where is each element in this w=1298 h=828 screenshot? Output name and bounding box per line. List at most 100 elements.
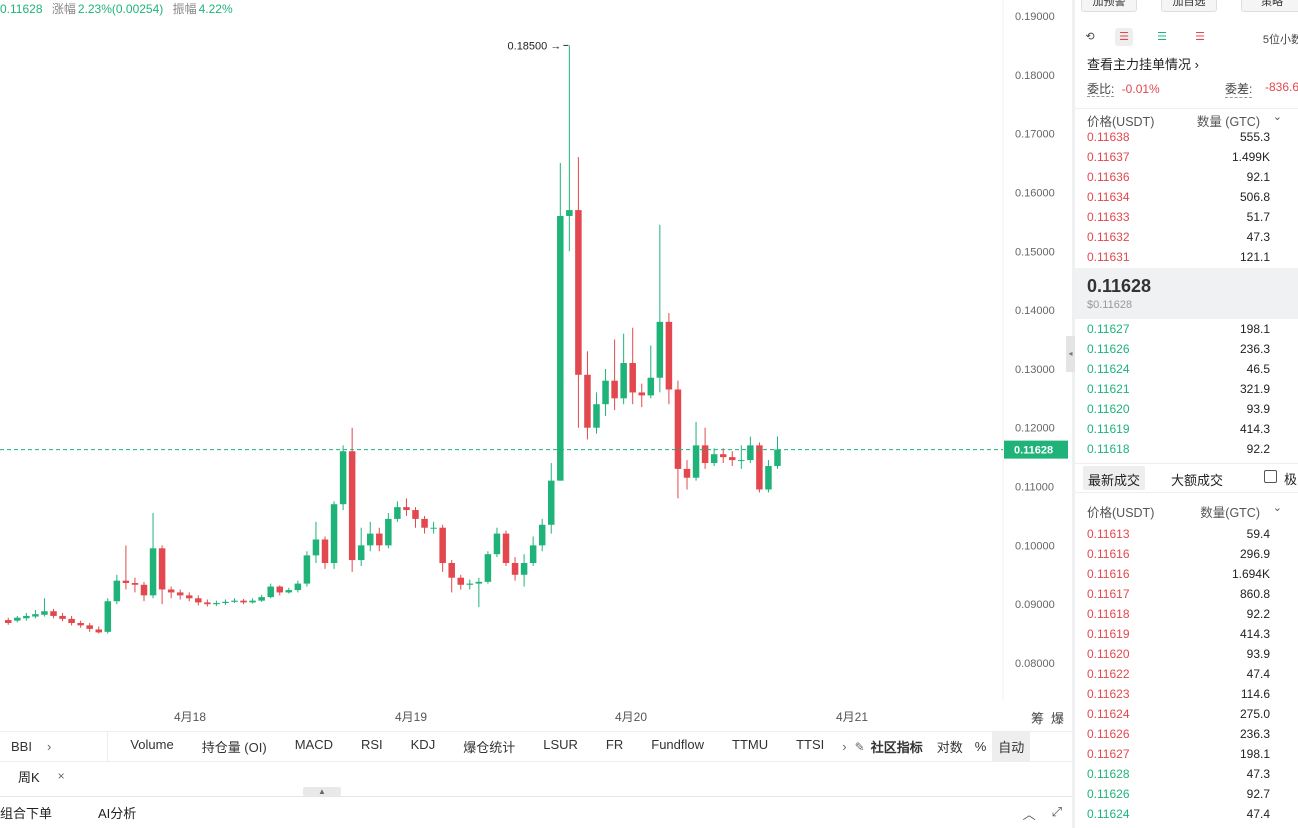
log-scale-toggle[interactable]: 对数	[936, 740, 963, 755]
collapse-up-icon[interactable]: ▲	[303, 787, 341, 796]
row-quantity: 1.499K	[1231, 150, 1270, 164]
orderbook-row[interactable]: 0.11616 1.694K	[1075, 564, 1298, 584]
orderbook-row[interactable]: 0.11623 114.6	[1075, 684, 1298, 704]
add-watchlist-button[interactable]: 加自选	[1161, 0, 1217, 12]
orderbook-row[interactable]: 0.11613 59.4	[1075, 524, 1298, 544]
auto-scale-toggle[interactable]: 自动	[992, 731, 1031, 762]
latest-trades-tab[interactable]: 最新成交	[1083, 466, 1146, 490]
candle-body	[376, 533, 383, 546]
collapse-left-icon[interactable]: ◂	[1066, 336, 1075, 372]
chevron-up-icon[interactable]: ︿	[1022, 807, 1036, 822]
row-quantity: 198.1	[1239, 747, 1270, 761]
main-force-orders-link[interactable]: 查看主力挂单情况 ›	[1087, 57, 1199, 72]
ai-analysis-tab[interactable]: AI分析	[98, 806, 137, 821]
row-quantity: 46.5	[1246, 362, 1270, 376]
kline-chart-area[interactable]: 0.11628 涨幅 2.23%(0.00254) 振幅 4.22% 0.19000…	[0, 0, 1072, 730]
close-icon[interactable]: ×	[57, 769, 65, 783]
row-price: 0.11618	[1087, 442, 1130, 456]
orderbook-row[interactable]: 0.11636 92.1	[1075, 167, 1298, 187]
orderbook-row[interactable]: 0.11626 236.3	[1075, 339, 1298, 359]
orderbook-row[interactable]: 0.11631 121.1	[1075, 247, 1298, 267]
refresh-icon[interactable]: ⟲	[1085, 31, 1095, 43]
orderbook-row[interactable]: 0.11627 198.1	[1075, 319, 1298, 339]
indicator-item[interactable]: MACD	[294, 737, 333, 752]
orderbook-view-row: ⟲ ☰ ☰ ☰ 5位小数	[1075, 24, 1298, 50]
orderbook-row[interactable]: 0.11626 92.7	[1075, 784, 1298, 804]
indicator-item[interactable]: Fundflow	[651, 737, 704, 752]
indicator-item[interactable]: LSUR	[543, 737, 578, 752]
candle-body	[276, 586, 283, 593]
weekly-kline-tag[interactable]: 周K	[18, 769, 40, 785]
orderbook-row[interactable]: 0.11618 92.2	[1075, 604, 1298, 624]
candle-body	[32, 614, 39, 617]
candle-body	[593, 404, 600, 428]
orderbook-row[interactable]: 0.11617 860.8	[1075, 584, 1298, 604]
ticker-change-label: 涨幅	[51, 2, 76, 16]
strategy-button[interactable]: 策略	[1241, 0, 1298, 12]
percent-scale-toggle[interactable]: %	[974, 739, 987, 754]
orderbook-row[interactable]: 0.11620 93.9	[1075, 399, 1298, 419]
decimals-select[interactable]: 5位小数	[1262, 34, 1298, 46]
indicator-item[interactable]: TTSI	[796, 737, 825, 752]
indicator-item[interactable]: RSI	[360, 737, 383, 752]
orderbook-row[interactable]: 0.11638 555.3	[1075, 127, 1298, 147]
candlestick-chart[interactable]: 0.19000 0.18000 0.17000 0.16000 0.15000 0.140…	[0, 0, 1072, 730]
orderbook-row[interactable]: 0.11632 47.3	[1075, 227, 1298, 247]
expand-icon[interactable]: ⤢	[1051, 804, 1062, 819]
orderbook-row[interactable]: 0.11624 46.5	[1075, 359, 1298, 379]
chevron-right-icon[interactable]: ›	[842, 739, 847, 754]
ticker-amplitude-label: 振幅	[172, 2, 197, 16]
indicator-item[interactable]: TTMU	[732, 737, 769, 752]
indicator-item[interactable]: 爆仓统计	[463, 740, 516, 755]
orderbook-row[interactable]: 0.11619 414.3	[1075, 624, 1298, 644]
add-alert-button[interactable]: 加预警	[1081, 0, 1137, 12]
row-quantity: 47.3	[1246, 767, 1270, 781]
orderbook-row[interactable]: 0.11619 414.3	[1075, 419, 1298, 439]
extreme-checkbox[interactable]	[1264, 470, 1277, 483]
trades-price-header: 价格(USDT)	[1087, 506, 1155, 520]
large-trades-tab[interactable]: 大额成交	[1171, 473, 1224, 488]
orderbook-row[interactable]: 0.11621 321.9	[1075, 379, 1298, 399]
bids-view-icon[interactable]: ☰	[1157, 31, 1167, 43]
indicator-item[interactable]: KDJ	[410, 737, 436, 752]
asks-view-icon[interactable]: ☰	[1195, 31, 1205, 43]
orderbook-row[interactable]: 0.11627 198.1	[1075, 744, 1298, 764]
edit-icon[interactable]: ✎	[854, 739, 865, 754]
quantity-header[interactable]: 数量 (GTC)	[1196, 115, 1260, 129]
orderbook-row[interactable]: 0.11628 47.3	[1075, 764, 1298, 784]
chevron-down-icon[interactable]: ⌄	[1272, 502, 1282, 514]
indicator-bbi[interactable]: BBI	[11, 739, 32, 754]
orderbook-row[interactable]: 0.11624 47.4	[1075, 804, 1298, 824]
candle-body	[204, 602, 211, 605]
orderbook-row[interactable]: 0.11624 275.0	[1075, 704, 1298, 724]
x-tick-label: 4月21	[836, 710, 868, 724]
community-indicators[interactable]: 社区指标	[870, 740, 923, 755]
candle-body	[113, 580, 121, 602]
x-tick-label: 4月20	[615, 710, 647, 724]
indicator-item[interactable]: FR	[605, 737, 624, 752]
orderbook-row[interactable]: 0.11637 1.499K	[1075, 147, 1298, 167]
chevron-right-icon[interactable]: ›	[46, 739, 52, 754]
orderbook-row[interactable]: 0.11633 51.7	[1075, 207, 1298, 227]
candle-body	[683, 468, 691, 478]
indicator-item[interactable]: 持仓量 (OI)	[201, 740, 267, 755]
orderbook-row[interactable]: 0.11622 47.4	[1075, 664, 1298, 684]
orderbook-row[interactable]: 0.11618 92.2	[1075, 439, 1298, 459]
orderbook-row[interactable]: 0.11620 93.9	[1075, 644, 1298, 664]
candle-body	[529, 545, 537, 564]
trades-tabs: 最新成交 大额成交 极	[1075, 463, 1298, 493]
y-tick-label: 0.13000	[1015, 364, 1055, 376]
orderbook-row[interactable]: 0.11626 236.3	[1075, 724, 1298, 744]
orderbook-row[interactable]: 0.11616 296.9	[1075, 544, 1298, 564]
row-price: 0.11632	[1087, 230, 1130, 244]
combo-order-tab[interactable]: 组合下单	[0, 806, 53, 821]
orderbook-row[interactable]: 0.11634 506.8	[1075, 187, 1298, 207]
both-sides-view-icon[interactable]: ☰	[1115, 28, 1133, 46]
candle-body	[638, 392, 645, 396]
trades-quantity-header[interactable]: 数量(GTC)	[1200, 506, 1260, 520]
row-quantity: 296.9	[1239, 547, 1270, 561]
y-tick-label: 0.19000	[1015, 11, 1055, 23]
chevron-down-icon[interactable]: ⌄	[1272, 111, 1282, 123]
candle-body	[584, 374, 591, 428]
indicator-item[interactable]: Volume	[130, 737, 174, 752]
